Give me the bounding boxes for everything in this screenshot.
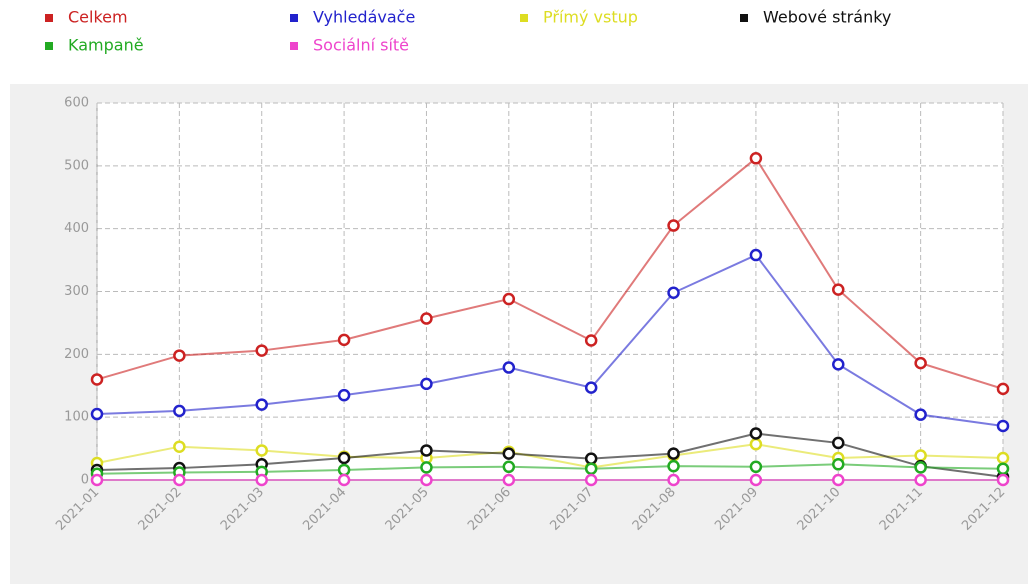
data-point bbox=[749, 437, 763, 451]
data-point bbox=[832, 283, 845, 296]
data-point bbox=[914, 461, 927, 474]
y-tick-label: 100 bbox=[64, 410, 89, 425]
data-point bbox=[996, 382, 1010, 396]
series-line bbox=[96, 253, 1004, 427]
data-point bbox=[173, 404, 186, 418]
data-point bbox=[996, 462, 1010, 475]
data-point bbox=[255, 398, 268, 411]
data-point bbox=[667, 219, 680, 232]
data-point bbox=[584, 452, 598, 465]
data-point bbox=[584, 462, 598, 475]
data-point bbox=[173, 349, 186, 362]
legend-swatch bbox=[45, 14, 53, 22]
data-point bbox=[749, 248, 763, 262]
legend-swatch bbox=[45, 42, 53, 50]
data-point bbox=[502, 473, 516, 487]
data-point bbox=[667, 286, 680, 300]
legend-label: Webové stránky bbox=[763, 8, 891, 27]
data-point bbox=[914, 449, 927, 462]
data-point bbox=[255, 444, 268, 457]
data-point bbox=[584, 473, 598, 487]
data-point bbox=[584, 334, 598, 347]
data-point bbox=[502, 447, 516, 460]
data-point bbox=[173, 473, 186, 487]
legend-label: Vyhledávače bbox=[313, 8, 415, 27]
data-point bbox=[667, 473, 680, 487]
data-point bbox=[996, 473, 1010, 487]
data-point bbox=[420, 444, 433, 457]
data-point bbox=[832, 458, 845, 471]
data-point bbox=[584, 381, 598, 394]
data-point bbox=[420, 473, 433, 487]
series-line bbox=[96, 443, 1004, 469]
y-tick-label: 0 bbox=[81, 473, 89, 488]
y-tick-label: 200 bbox=[64, 347, 89, 362]
data-point bbox=[90, 473, 104, 487]
legend-label: Celkem bbox=[68, 8, 128, 27]
data-point bbox=[996, 451, 1010, 465]
data-point bbox=[255, 344, 268, 357]
data-point bbox=[337, 463, 351, 477]
data-point bbox=[749, 427, 763, 440]
legend-swatch bbox=[740, 14, 748, 22]
data-point bbox=[996, 419, 1010, 433]
data-point bbox=[502, 460, 516, 474]
data-point bbox=[832, 473, 845, 487]
data-point bbox=[420, 312, 433, 325]
data-point bbox=[914, 408, 927, 421]
y-tick-label: 600 bbox=[64, 96, 89, 111]
data-point bbox=[255, 473, 268, 487]
data-point bbox=[173, 440, 186, 453]
data-point bbox=[502, 361, 516, 374]
legend-swatch bbox=[290, 42, 298, 50]
data-point bbox=[337, 388, 351, 402]
data-point bbox=[337, 451, 351, 465]
y-tick-label: 400 bbox=[64, 221, 89, 236]
y-tick-label: 300 bbox=[64, 284, 89, 299]
data-point bbox=[914, 356, 927, 370]
data-point bbox=[667, 447, 680, 460]
data-point bbox=[337, 333, 351, 347]
data-point bbox=[337, 473, 351, 487]
series-line bbox=[96, 156, 1004, 390]
data-point bbox=[749, 460, 763, 474]
data-point bbox=[420, 461, 433, 474]
data-point bbox=[90, 407, 104, 421]
legend-label: Přímý vstup bbox=[543, 8, 638, 27]
data-point bbox=[749, 152, 763, 165]
data-point bbox=[502, 292, 516, 306]
legend-label: Sociální sítě bbox=[313, 36, 409, 55]
legend-swatch bbox=[520, 14, 528, 22]
data-point bbox=[90, 373, 104, 386]
data-point bbox=[749, 473, 763, 487]
data-point bbox=[832, 436, 845, 450]
legend-label: Kampaně bbox=[68, 36, 144, 55]
legend-swatch bbox=[290, 14, 298, 22]
data-point bbox=[420, 377, 433, 391]
data-point bbox=[667, 459, 680, 473]
series-line bbox=[96, 463, 1004, 475]
series-line bbox=[96, 432, 1004, 478]
data-point bbox=[914, 473, 927, 487]
y-tick-label: 500 bbox=[64, 158, 89, 173]
data-point bbox=[832, 358, 845, 371]
